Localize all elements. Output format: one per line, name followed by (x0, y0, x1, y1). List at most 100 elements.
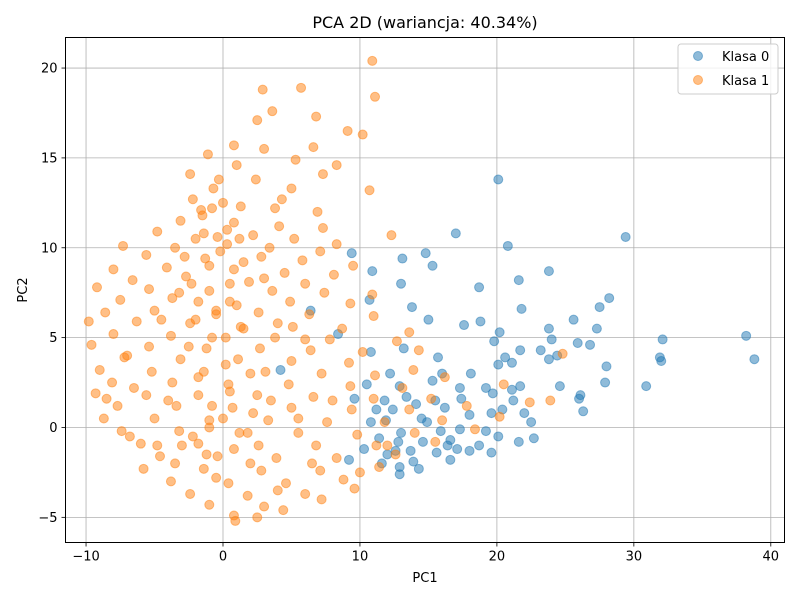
axis-ticks: −10 0 10 20 30 40 −5 0 5 10 15 20 (38, 62, 779, 565)
data-point (257, 84, 268, 95)
data-point (175, 354, 186, 365)
data-point (361, 379, 372, 390)
data-point (224, 386, 235, 397)
data-point (368, 393, 379, 404)
data-point (456, 393, 467, 404)
data-point (186, 278, 197, 289)
data-point (213, 174, 224, 185)
data-point (175, 215, 186, 226)
data-point (156, 314, 167, 325)
data-point (296, 82, 307, 93)
data-point (413, 463, 424, 474)
data-point (304, 309, 315, 320)
x-tick-label: −10 (72, 550, 99, 565)
data-point (165, 330, 176, 341)
data-point (486, 408, 497, 419)
data-point (489, 336, 500, 347)
data-point (207, 332, 218, 343)
data-point (152, 440, 163, 451)
data-point (170, 242, 181, 253)
data-point (227, 402, 238, 413)
data-point (528, 433, 539, 444)
data-point (324, 334, 335, 345)
data-point (437, 415, 448, 426)
data-point (382, 449, 393, 460)
data-point (409, 427, 420, 438)
series-klasa-1 (83, 55, 568, 526)
data-point (513, 436, 524, 447)
data-point (274, 221, 285, 232)
data-point (122, 350, 133, 361)
data-point (276, 194, 287, 205)
data-point (459, 320, 470, 331)
data-point (138, 463, 149, 474)
data-point (311, 111, 322, 122)
data-point (204, 260, 215, 271)
data-point (379, 395, 390, 406)
data-point (152, 226, 163, 237)
data-point (423, 314, 434, 325)
data-point (486, 447, 497, 458)
data-point (144, 284, 155, 295)
data-point (398, 343, 409, 354)
data-point (338, 474, 349, 485)
data-point (417, 436, 428, 447)
data-point (256, 251, 267, 262)
data-point (293, 413, 304, 424)
grid-lines (65, 37, 785, 543)
data-point (293, 427, 304, 438)
y-tick-label: 10 (41, 241, 58, 256)
data-point (272, 318, 283, 329)
data-point (204, 422, 215, 433)
data-point (185, 169, 196, 180)
data-point (515, 381, 526, 392)
y-tick-label: 5 (49, 331, 57, 346)
data-point (252, 390, 263, 401)
data-point (207, 203, 218, 214)
data-point (108, 264, 119, 275)
data-point (524, 397, 535, 408)
data-point (331, 160, 342, 171)
data-point (83, 316, 94, 327)
data-point (217, 197, 228, 208)
y-tick-label: 0 (49, 421, 57, 436)
data-point (220, 359, 231, 370)
data-point (393, 436, 404, 447)
legend-marker-klasa-0 (693, 51, 703, 61)
data-point (431, 447, 442, 458)
data-point (656, 355, 667, 366)
data-point (208, 183, 219, 194)
data-point (270, 332, 281, 343)
data-point (426, 393, 437, 404)
data-point (280, 478, 291, 489)
data-point (535, 345, 546, 356)
data-point (220, 332, 231, 343)
data-point (197, 210, 208, 221)
data-point (305, 345, 316, 356)
data-point (312, 206, 323, 217)
data-point (228, 444, 239, 455)
data-point (234, 233, 245, 244)
data-point (374, 462, 385, 473)
data-point (290, 154, 301, 165)
data-point (408, 456, 419, 467)
data-point (149, 413, 160, 424)
data-point (349, 483, 360, 494)
data-point (204, 285, 215, 296)
data-point (135, 438, 146, 449)
data-point (319, 287, 330, 298)
legend-marker-klasa-1 (693, 75, 703, 85)
data-point (167, 293, 178, 304)
data-point (118, 240, 129, 251)
data-point (641, 381, 652, 392)
data-point (359, 444, 370, 455)
data-point (420, 248, 431, 259)
x-tick-label: 10 (352, 550, 369, 565)
data-point (283, 379, 294, 390)
data-point (289, 233, 300, 244)
data-point (300, 334, 311, 345)
data-point (308, 391, 319, 402)
data-point (345, 381, 356, 392)
data-point (397, 253, 408, 264)
data-point (385, 368, 396, 379)
